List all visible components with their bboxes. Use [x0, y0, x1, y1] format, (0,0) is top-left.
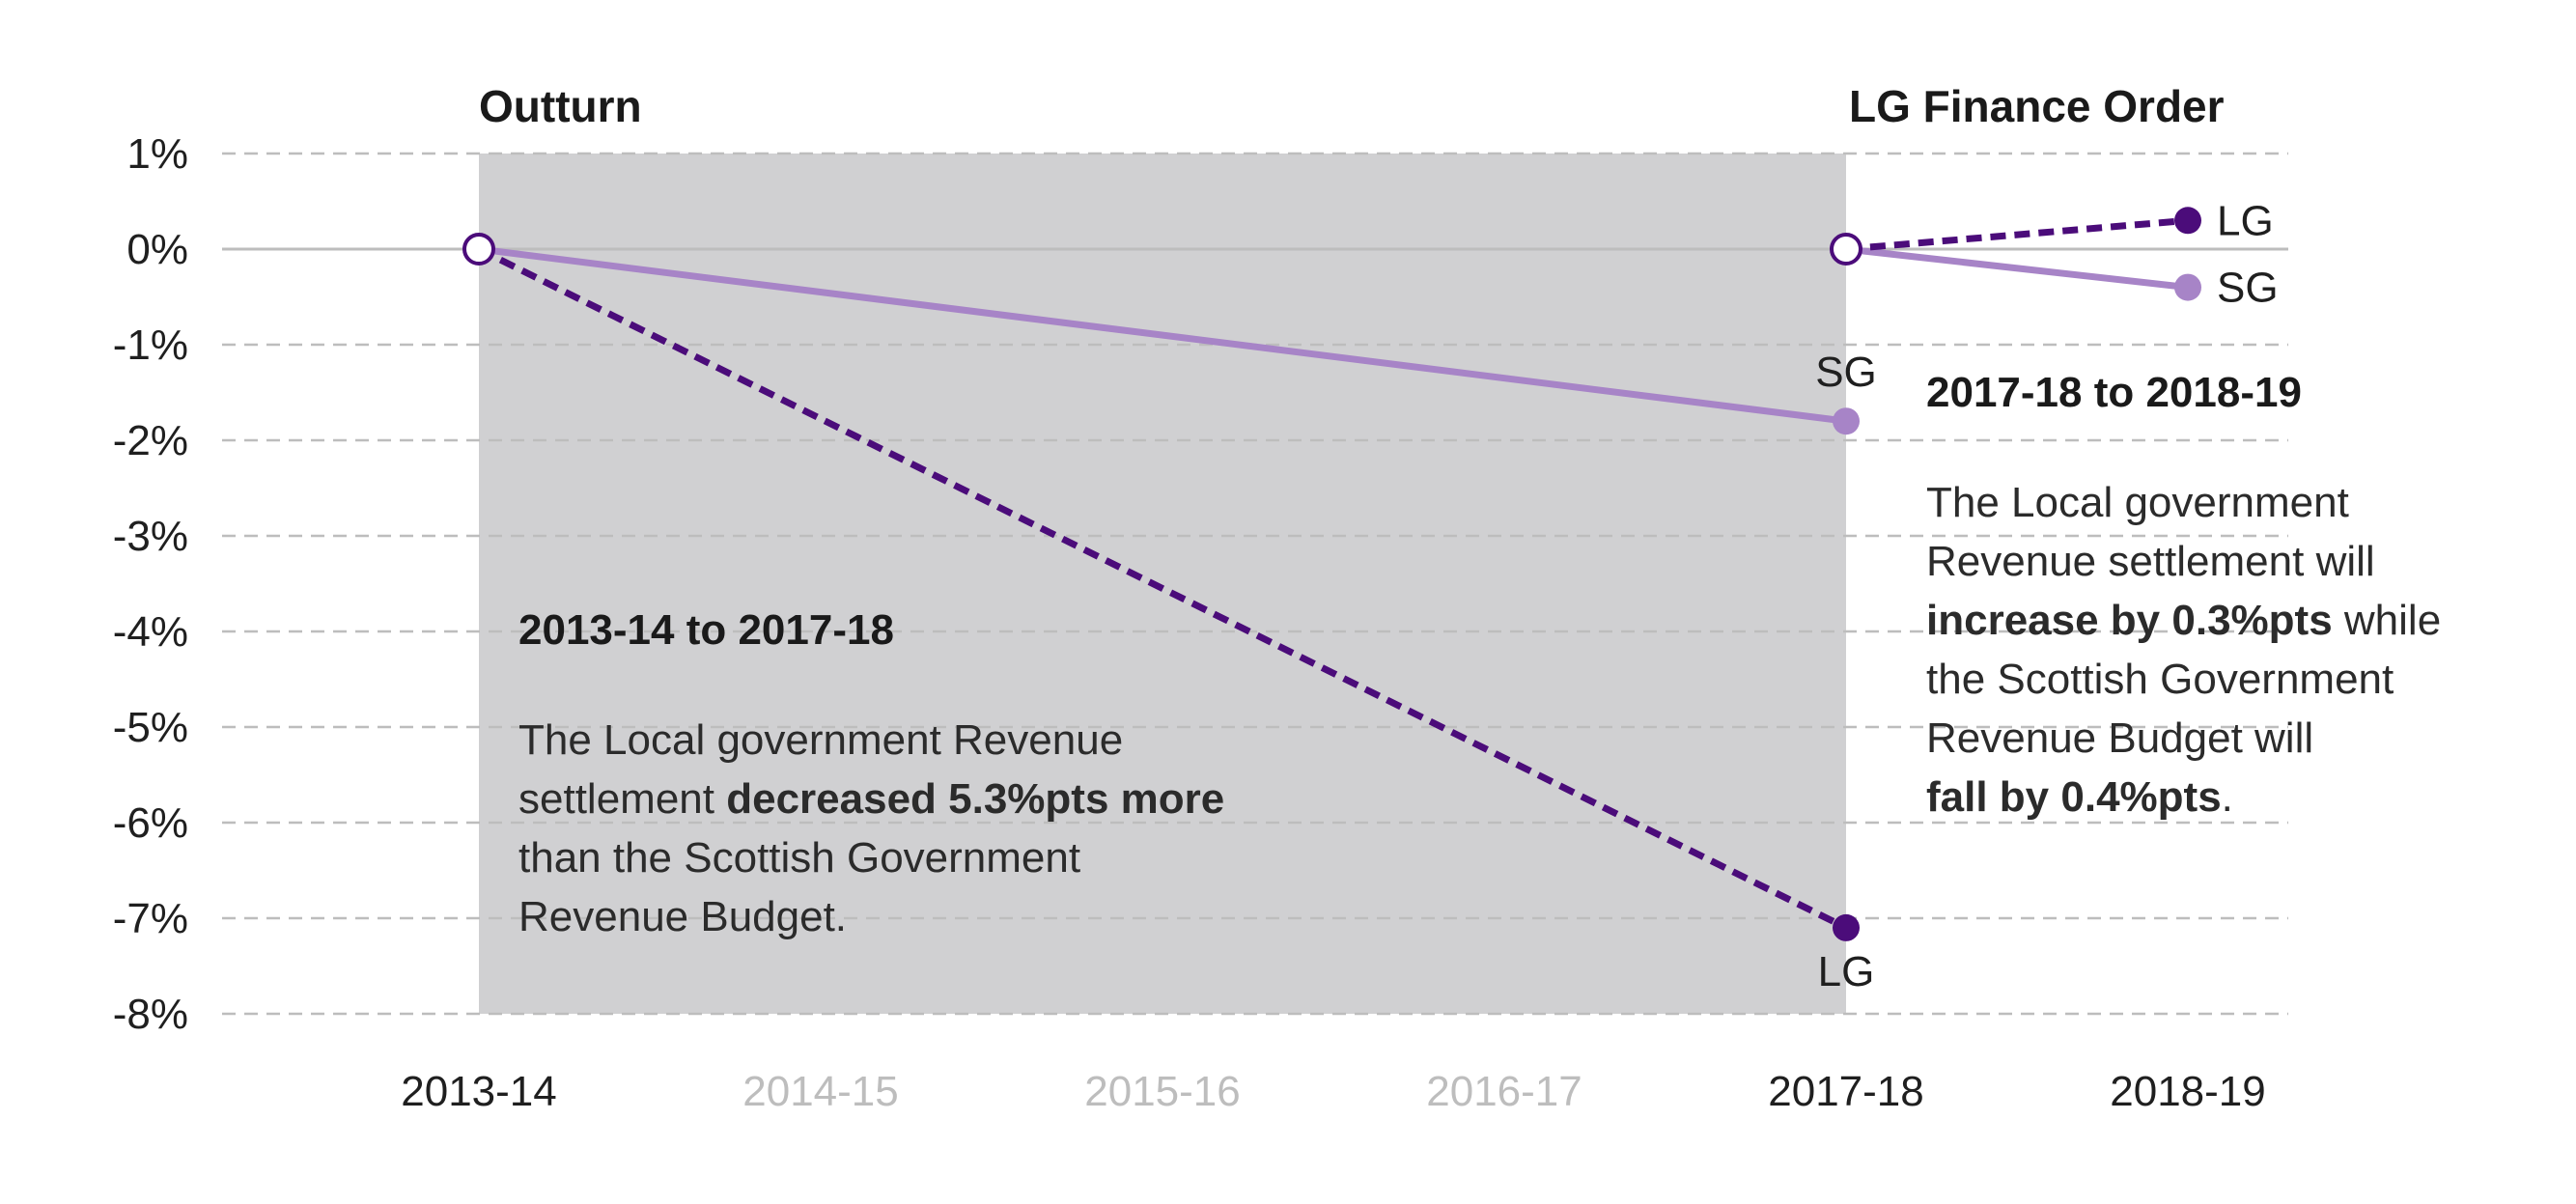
y-tick-label: -5%	[113, 704, 188, 751]
point-label-lg: LG	[1818, 948, 1875, 995]
data-point-lg	[1833, 913, 1860, 941]
series-line-lg	[1845, 216, 2189, 253]
y-tick-label: 1%	[126, 130, 188, 178]
note-outturn-title: 2013-14 to 2017-18	[518, 606, 894, 654]
point-label-lg: LG	[2217, 197, 2274, 244]
note-outturn-line: The Local government Revenue	[518, 716, 1124, 764]
y-tick-label: -2%	[113, 417, 188, 464]
note-finance-order-emphasis: fall by 0.4%pts	[1926, 773, 2222, 821]
note-finance-order-line: .	[2221, 773, 2233, 821]
note-finance-order-line: Revenue Budget will	[1926, 714, 2314, 762]
y-tick-label: -3%	[113, 513, 188, 560]
note-outturn-line: Revenue Budget.	[518, 893, 848, 940]
note-finance-order-body: The Local government Revenue settlement …	[1926, 473, 2441, 826]
note-finance-order-line: while	[2332, 597, 2442, 644]
series-markers	[462, 207, 2201, 941]
y-tick-label: -1%	[113, 322, 188, 369]
point-label-sg: SG	[1815, 349, 1877, 396]
note-outturn: 2013-14 to 2017-18 The Local government …	[518, 606, 1224, 946]
note-finance-order: 2017-18 to 2018-19 The Local government …	[1926, 369, 2441, 826]
data-point-lg	[2174, 207, 2201, 235]
x-tick-label: 2018-19	[2110, 1068, 2265, 1115]
y-tick-label: 0%	[126, 226, 188, 273]
note-outturn-line: than the Scottish Government	[518, 834, 1081, 882]
series-line-sg	[1845, 245, 2189, 292]
note-finance-order-line: Revenue settlement will	[1926, 538, 2375, 585]
point-labels: SG LG LG SG	[1815, 197, 2278, 995]
y-tick-label: -6%	[113, 799, 188, 847]
x-tick-label: 2017-18	[1768, 1068, 1923, 1115]
y-tick-label: -8%	[113, 991, 188, 1038]
series-line-sg	[478, 245, 1847, 425]
shaded-outturn-region	[479, 154, 1846, 1014]
x-tick-label: 2015-16	[1084, 1068, 1240, 1115]
series-lines	[477, 216, 2189, 932]
outturn-shade	[479, 154, 1846, 1014]
y-tick-label: -4%	[113, 608, 188, 656]
note-finance-order-line: The Local government	[1926, 479, 2349, 526]
x-tick-label: 2016-17	[1426, 1068, 1582, 1115]
note-outturn-body: The Local government Revenue settlement …	[518, 711, 1224, 946]
point-label-sg: SG	[2217, 265, 2279, 312]
lg-finance-order-header: LG Finance Order	[1849, 81, 2225, 131]
series-line-lg	[477, 245, 1848, 932]
data-point-sg	[2174, 273, 2201, 301]
y-axis-ticks: 1% 0% -1% -2% -3% -4% -5% -6% -7% -8%	[113, 130, 188, 1038]
data-point-sg	[1833, 407, 1860, 435]
note-outturn-line: settlement	[518, 775, 727, 823]
outturn-header: Outturn	[479, 81, 642, 131]
note-outturn-emphasis: decreased 5.3%pts more	[726, 775, 1225, 823]
start-point	[1830, 233, 1862, 266]
note-finance-order-title: 2017-18 to 2018-19	[1926, 369, 2302, 416]
start-point	[462, 233, 495, 266]
y-tick-label: -7%	[113, 895, 188, 942]
note-finance-order-line: the Scottish Government	[1926, 656, 2394, 703]
x-tick-label: 2013-14	[401, 1068, 556, 1115]
x-axis-ticks: 2013-14 2014-15 2015-16 2016-17 2017-18 2018-…	[401, 1068, 2265, 1115]
note-finance-order-emphasis: increase by 0.3%pts	[1926, 597, 2333, 644]
x-tick-label: 2014-15	[742, 1068, 898, 1115]
